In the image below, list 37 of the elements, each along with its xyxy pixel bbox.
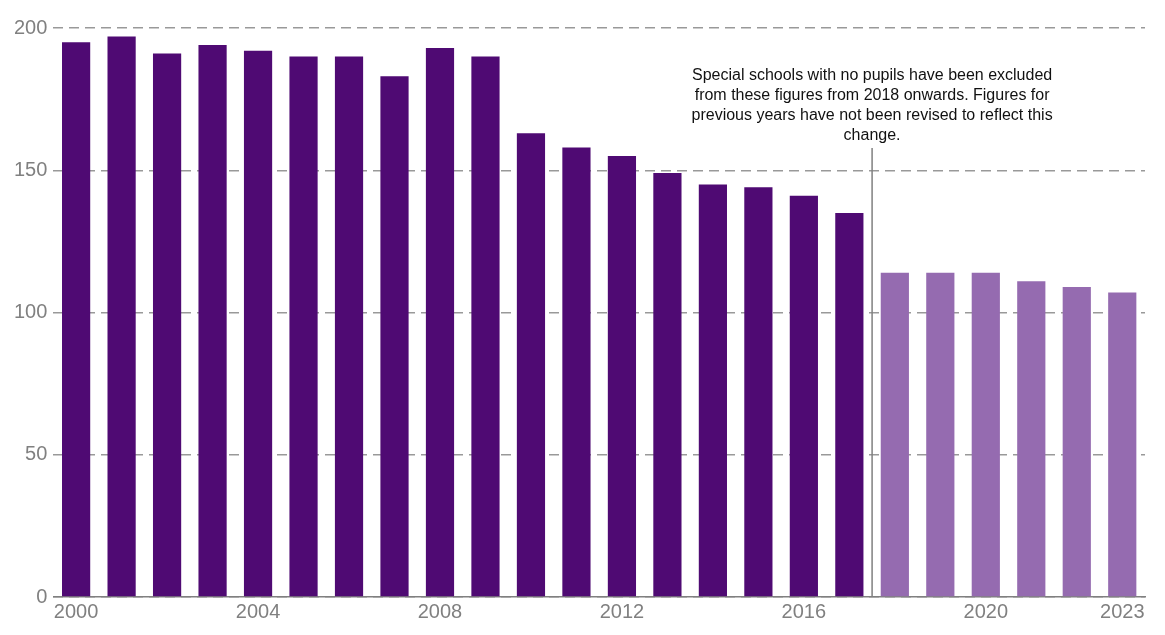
bar bbox=[835, 212, 864, 597]
bar bbox=[607, 156, 637, 597]
y-tick-label: 50 bbox=[25, 442, 48, 465]
x-tick-label: 2012 bbox=[599, 599, 645, 622]
ref-line-label: Special schools with no pupils have been excluded from these figures from 2018 onwards. Figures for previous years have not been revised to reflect this change. bbox=[691, 66, 1053, 144]
bar bbox=[198, 45, 227, 597]
bar bbox=[334, 56, 364, 597]
x-tick-label: 2023 bbox=[1100, 599, 1145, 622]
bar bbox=[471, 56, 500, 597]
x-tick-label: 2000 bbox=[53, 599, 99, 622]
bar bbox=[1062, 286, 1091, 597]
bar bbox=[1017, 281, 1046, 597]
bar bbox=[1108, 292, 1137, 597]
bar bbox=[425, 47, 455, 597]
bar bbox=[653, 173, 682, 597]
bar bbox=[744, 187, 773, 597]
y-tick-label: 100 bbox=[13, 300, 48, 323]
x-tick-label: 2016 bbox=[781, 599, 827, 622]
bar bbox=[562, 147, 591, 597]
bar bbox=[62, 42, 91, 597]
y-tick-label: 0 bbox=[36, 584, 48, 607]
y-tick-label: 150 bbox=[13, 157, 48, 180]
x-tick-label: 2008 bbox=[417, 599, 463, 622]
bar bbox=[243, 50, 273, 597]
bar bbox=[107, 36, 136, 597]
bar bbox=[516, 133, 546, 597]
bar bbox=[789, 195, 818, 597]
bar bbox=[698, 184, 727, 597]
bar bbox=[926, 272, 955, 597]
bar bbox=[971, 272, 1000, 597]
bar bbox=[152, 53, 182, 597]
x-tick-label: 2020 bbox=[963, 599, 1009, 622]
bar bbox=[289, 56, 318, 597]
bar bbox=[880, 272, 909, 597]
y-tick-label: 200 bbox=[13, 15, 48, 38]
x-tick-label: 2004 bbox=[235, 599, 281, 622]
bar bbox=[380, 76, 409, 597]
